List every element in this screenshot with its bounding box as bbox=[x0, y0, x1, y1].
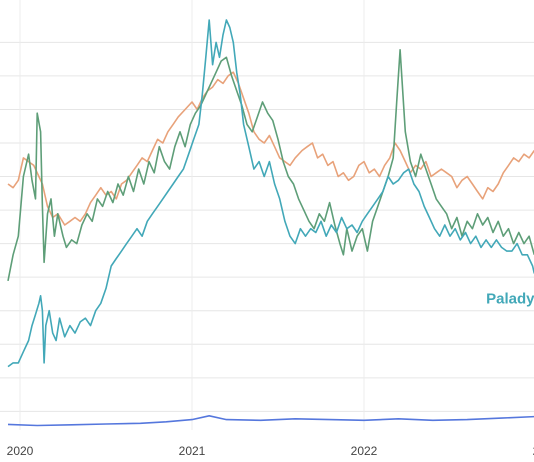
x-tick-label-0: 2020 bbox=[7, 444, 34, 458]
series-line-green bbox=[7, 49, 534, 282]
x-tick-label-1: 2021 bbox=[179, 444, 206, 458]
x-tick-label-3: 2 bbox=[533, 444, 534, 458]
gridlines bbox=[0, 0, 534, 430]
series-line-teal bbox=[7, 19, 534, 368]
series-line-orange bbox=[7, 71, 534, 226]
x-tick-labels: 2020 2021 2022 2 bbox=[7, 444, 534, 458]
series-lines bbox=[7, 19, 534, 427]
series-label-teal: Palady bbox=[486, 290, 534, 307]
annotations: Palady bbox=[486, 290, 534, 307]
series-line-blue bbox=[7, 415, 534, 427]
x-tick-label-2: 2022 bbox=[351, 444, 378, 458]
